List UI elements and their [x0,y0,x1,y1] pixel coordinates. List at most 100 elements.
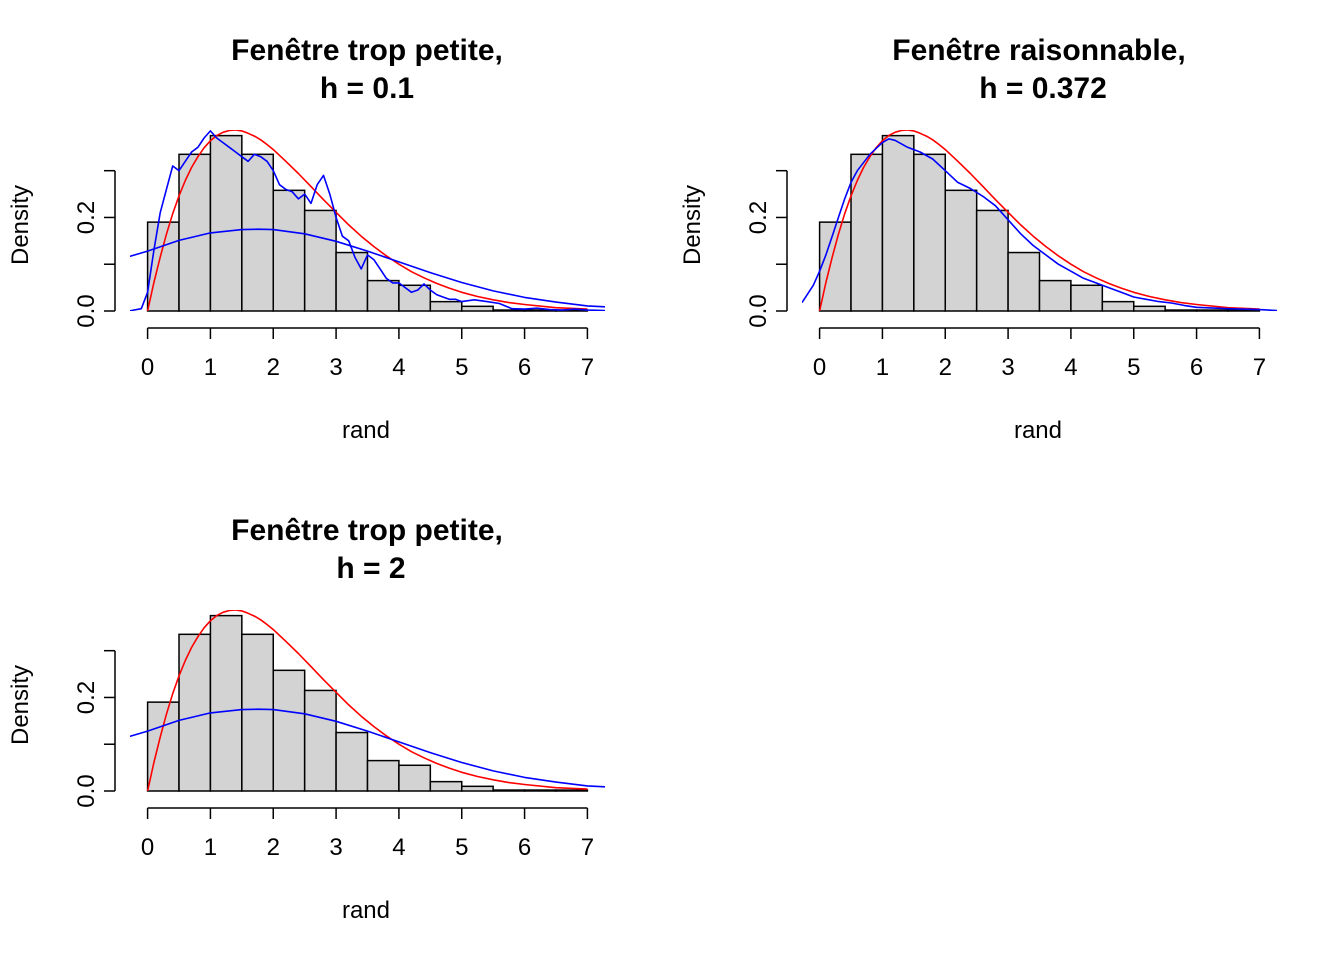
histogram-bar [241,153,275,312]
kernel-density-curve [130,228,605,308]
histogram-bar [398,284,432,312]
histogram-bar [1007,251,1041,312]
histogram-bar [1164,309,1198,312]
histogram-bar [366,759,400,792]
x-axis-title: rand [342,897,390,924]
histogram-bar [975,209,1009,312]
histogram-bar [850,153,884,312]
x-tick-label: 7 [581,354,594,381]
histogram-bar [881,134,915,312]
histogram-bars [146,614,589,792]
axes: 0 1 2 3 4 5 6 7 0.0 0.2 [73,169,594,381]
x-tick-label: 3 [329,834,342,861]
x-tick-label: 0 [813,354,826,381]
histogram-bar [818,221,852,312]
x-tick-label: 2 [939,354,952,381]
x-tick-label: 3 [1001,354,1014,381]
x-tick-label: 1 [204,354,217,381]
panel-title-line-2: h = 0.372 [979,72,1107,105]
histogram-bar [146,221,180,312]
x-axis-title: rand [1014,417,1062,444]
histogram-bar [303,209,337,312]
x-tick-label: 4 [392,354,405,381]
density-curves [130,610,605,791]
panel-title-line-1: Fenêtre trop petite, [231,514,503,547]
histogram-bar [178,153,212,312]
x-axis-title: rand [342,417,390,444]
x-tick-label: 6 [518,834,531,861]
x-tick-label: 7 [1253,354,1266,381]
x-tick-label: 4 [392,834,405,861]
histogram-bar [1132,305,1166,312]
x-tick-label: 0 [141,834,154,861]
gamma-density-curve [146,130,588,311]
histogram-bar [460,305,494,312]
histogram-bar [1038,279,1072,312]
panel-title-line-2: h = 0.1 [320,72,414,105]
histogram-bars [818,134,1261,312]
panel-1-h-0.1: Fenêtre trop petite, h = 0.1 rand Densit… [7,34,605,444]
y-axis-title: Density [7,185,34,265]
histogram-bar [335,251,369,312]
histogram-bar [913,153,947,312]
x-tick-label: 4 [1064,354,1077,381]
histogram-bar [555,789,589,792]
histogram-bar [303,689,337,792]
histogram-bar [272,669,306,792]
x-tick-label: 2 [267,354,280,381]
panel-title-line-1: Fenêtre trop petite, [231,34,503,67]
histogram-bar [492,789,526,792]
histogram-bar [146,701,180,792]
y-tick-label: 0.0 [73,294,100,327]
density-curves [802,130,1277,311]
histogram-bars [146,134,589,312]
panel-title-line-2: h = 2 [336,552,405,585]
histogram-bar [1070,284,1104,312]
y-tick-label: 0.0 [73,774,100,807]
histogram-bar [209,134,243,312]
kernel-density-curve [130,130,605,311]
x-tick-label: 7 [581,834,594,861]
histogram-bar [1227,309,1261,312]
histogram-bar [366,279,400,312]
histogram-bar [1101,300,1135,312]
panel-3-h-2: Fenêtre trop petite, h = 2 rand Density … [7,514,605,924]
panel-title-line-1: Fenêtre raisonnable, [892,34,1185,67]
histogram-bar [272,189,306,312]
x-tick-label: 3 [329,354,342,381]
histogram-bar [178,633,212,792]
histogram-bar [398,764,432,792]
kernel-density-curve [130,708,605,788]
y-tick-label: 0.2 [73,681,100,714]
histogram-bar [944,189,978,312]
x-tick-label: 1 [204,834,217,861]
panel-2-h-0.372: Fenêtre raisonnable, h = 0.372 rand Dens… [679,34,1277,444]
kernel-density-curve [802,138,1277,311]
x-tick-label: 5 [455,354,468,381]
x-tick-label: 5 [1127,354,1140,381]
x-tick-label: 1 [876,354,889,381]
histogram-bar [429,780,463,792]
histogram-bar [523,789,557,792]
x-tick-label: 6 [1190,354,1203,381]
gamma-density-curve [146,610,588,791]
y-tick-label: 0.2 [73,201,100,234]
histogram-bar [492,309,526,312]
x-tick-label: 6 [518,354,531,381]
axes: 0 1 2 3 4 5 6 7 0.0 0.2 [73,649,594,861]
gamma-density-curve [818,130,1260,311]
histogram-bar [335,731,369,792]
y-tick-label: 0.0 [745,294,772,327]
x-tick-label: 5 [455,834,468,861]
y-axis-title: Density [7,665,34,745]
histogram-bar [429,300,463,312]
histogram-bar [1195,309,1229,312]
histogram-bar [241,633,275,792]
density-curves [130,130,605,311]
x-tick-label: 2 [267,834,280,861]
y-axis-title: Density [679,185,706,265]
histogram-bar [460,785,494,792]
y-tick-label: 0.2 [745,201,772,234]
